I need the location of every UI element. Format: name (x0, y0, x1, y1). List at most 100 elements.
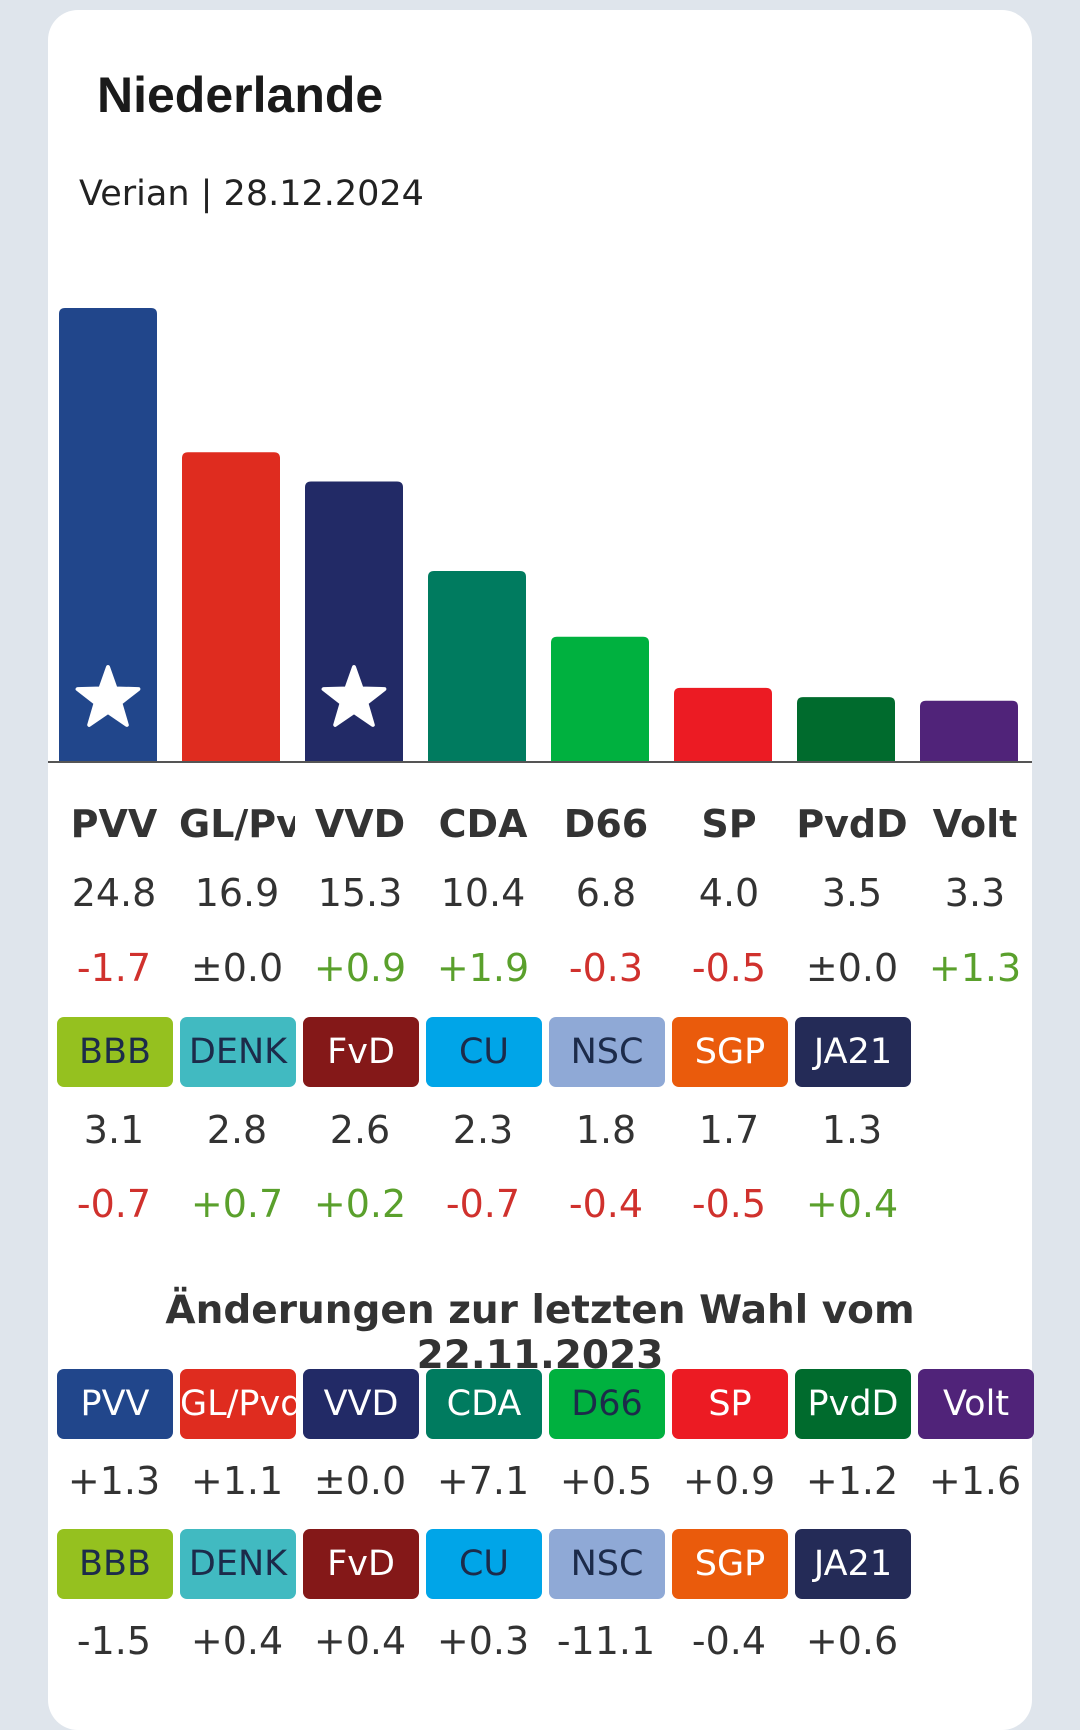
party-value: 3.5 (821, 871, 883, 915)
party-changes-row: -1.7 ±0.0 +0.9 +1.9 -0.3 -0.5 ±0.0 +1.3 (48, 933, 1032, 1003)
star-icon (321, 665, 387, 727)
poll-source-date: Verian | 28.12.2024 (79, 174, 424, 214)
party-badge: SGP (672, 1529, 788, 1599)
party-value: 6.8 (575, 871, 637, 915)
election-changes-heading: Änderungen zur letzten Wahl vom 22.11.20… (165, 1288, 915, 1378)
party-badge: GL/Pvda (180, 1369, 296, 1439)
party-change: -0.3 (568, 946, 644, 990)
party-value: 2.3 (452, 1108, 514, 1152)
party-value: 3.3 (944, 871, 1006, 915)
star-icon (75, 665, 141, 727)
election-change-value: +1.6 (928, 1459, 1022, 1503)
party-value: 10.4 (440, 871, 526, 915)
party-value: 2.8 (206, 1108, 268, 1152)
party-name: SP (701, 802, 757, 846)
party-change: -0.7 (76, 1182, 152, 1226)
party-name: PVV (70, 802, 158, 846)
party-name: CDA (438, 802, 528, 846)
party-name: GL/Pvda (179, 802, 295, 846)
party-change: ±0.0 (805, 946, 899, 990)
party-change: +0.9 (313, 946, 407, 990)
party-change: +1.3 (928, 946, 1022, 990)
party-badge: CDA (426, 1369, 542, 1439)
party-badge: Volt (918, 1369, 1034, 1439)
party-badge: PVV (57, 1369, 173, 1439)
bar-sp (674, 687, 772, 761)
election-change-value: +0.5 (559, 1459, 653, 1503)
bar-glpvda (182, 452, 280, 761)
poll-card (48, 10, 1032, 1730)
party-value: 24.8 (71, 871, 157, 915)
party-change: ±0.0 (190, 946, 284, 990)
election-change-value: -11.1 (556, 1619, 656, 1663)
election-changes-row-1: +1.3 +1.1 ±0.0 +7.1 +0.5 +0.9 +1.2 +1.6 (48, 1446, 1032, 1516)
party-value: 1.3 (821, 1108, 883, 1152)
party-badge: BBB (57, 1529, 173, 1599)
party-value: 1.7 (698, 1108, 760, 1152)
party-name: D66 (563, 802, 649, 846)
party-change: -0.4 (568, 1182, 644, 1226)
party-badge: SP (672, 1369, 788, 1439)
party-badge: DENK (180, 1017, 296, 1087)
election-change-value: ±0.0 (313, 1459, 407, 1503)
election-change-value: -0.4 (691, 1619, 767, 1663)
small-party-labels-row: BBB DENK FvD CU NSC SGP JA21 (48, 1017, 1032, 1087)
party-change: +1.9 (436, 946, 530, 990)
election-change-value: +0.3 (436, 1619, 530, 1663)
party-change: -0.5 (691, 1182, 767, 1226)
party-value: 16.9 (194, 871, 280, 915)
party-names-row: PVV GL/Pvda VVD CDA D66 SP PvdD Volt (48, 789, 1032, 859)
party-name: Volt (932, 802, 1018, 846)
party-badge: FvD (303, 1529, 419, 1599)
small-party-values-row: 3.1 2.8 2.6 2.3 1.8 1.7 1.3 (48, 1095, 1032, 1165)
election-change-value: +0.4 (313, 1619, 407, 1663)
election-party-labels-row-2: BBB DENK FvD CU NSC SGP JA21 (48, 1529, 1032, 1599)
bar-pvdd (797, 697, 895, 761)
poll-bar-chart (48, 308, 1032, 763)
party-badge: CU (426, 1017, 542, 1087)
party-change: -0.7 (445, 1182, 521, 1226)
party-change: -0.5 (691, 946, 767, 990)
party-value: 2.6 (329, 1108, 391, 1152)
party-values-row: 24.8 16.9 15.3 10.4 6.8 4.0 3.5 3.3 (48, 858, 1032, 928)
small-party-changes-row: -0.7 +0.7 +0.2 -0.7 -0.4 -0.5 +0.4 (48, 1169, 1032, 1239)
election-changes-row-2: -1.5 +0.4 +0.4 +0.3 -11.1 -0.4 +0.6 (48, 1606, 1032, 1676)
party-change: +0.2 (313, 1182, 407, 1226)
election-change-value: +1.2 (805, 1459, 899, 1503)
party-value: 3.1 (83, 1108, 145, 1152)
bar-cda (428, 571, 526, 761)
election-change-value: +1.3 (67, 1459, 161, 1503)
party-badge: VVD (303, 1369, 419, 1439)
party-badge: NSC (549, 1529, 665, 1599)
party-badge: BBB (57, 1017, 173, 1087)
card-title: Niederlande (97, 67, 384, 123)
party-badge: PvdD (795, 1369, 911, 1439)
election-change-value: +1.1 (190, 1459, 284, 1503)
party-badge: NSC (549, 1017, 665, 1087)
party-badge: DENK (180, 1529, 296, 1599)
party-badge: SGP (672, 1017, 788, 1087)
party-value: 4.0 (698, 871, 760, 915)
party-change: +0.4 (805, 1182, 899, 1226)
party-badge: JA21 (795, 1017, 911, 1087)
election-change-value: +0.9 (682, 1459, 776, 1503)
party-badge: D66 (549, 1369, 665, 1439)
election-change-value: -1.5 (76, 1619, 152, 1663)
election-change-value: +0.4 (190, 1619, 284, 1663)
election-change-value: +7.1 (436, 1459, 530, 1503)
party-badge: JA21 (795, 1529, 911, 1599)
bar-vvd (305, 481, 403, 761)
party-change: -1.7 (76, 946, 152, 990)
bar-pvv (59, 308, 157, 761)
party-name: VVD (314, 802, 406, 846)
party-change: +0.7 (190, 1182, 284, 1226)
party-name: PvdD (796, 802, 908, 846)
election-change-value: +0.6 (805, 1619, 899, 1663)
party-value: 15.3 (317, 871, 403, 915)
party-value: 1.8 (575, 1108, 637, 1152)
party-badge: CU (426, 1529, 542, 1599)
bar-volt (920, 700, 1018, 761)
bar-d66 (551, 636, 649, 761)
party-badge: FvD (303, 1017, 419, 1087)
